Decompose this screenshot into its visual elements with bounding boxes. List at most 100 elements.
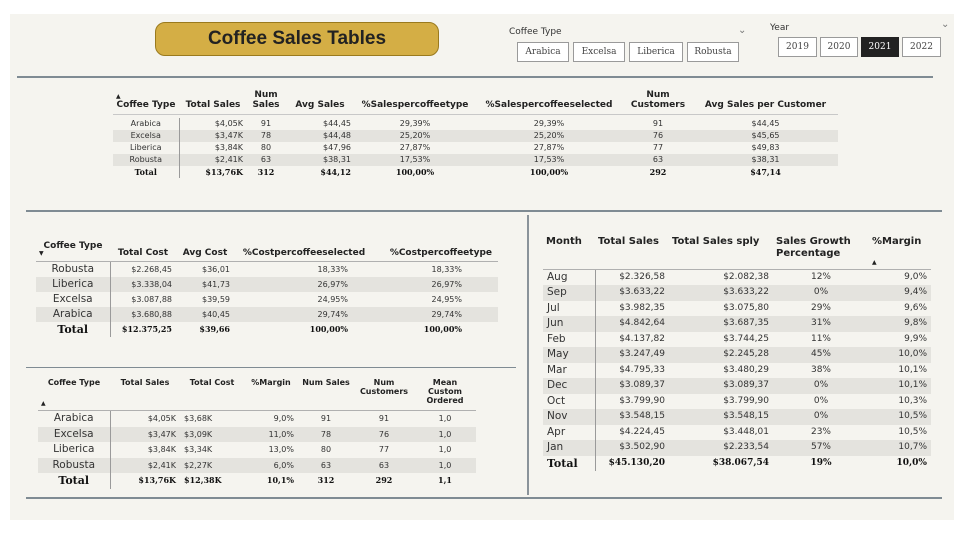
table-cell: 10,5% [869,409,931,425]
coffee-type-option-arabica[interactable]: Arabica [517,42,569,62]
table-row: Jan $3.502,90 $2.233,54 57% 10,7% [543,440,931,456]
table-cell: 10,7% [869,440,931,456]
column-header[interactable]: Sales Growth Percentage [773,234,869,270]
table-cell: $3.799,90 [723,395,769,406]
table-cell: 1,0 [414,426,476,443]
sort-ascending-icon[interactable]: ▲ [872,258,877,266]
table-cell: 1,0 [438,414,452,424]
table-cell: $3.338,04 [110,277,176,293]
table-cell: Jan [543,440,596,456]
table-cell: 10,1% [266,475,294,486]
column-header[interactable]: %Margin [244,376,298,412]
table-cell: 10,0% [869,347,931,363]
table-cell: Total [38,473,111,489]
column-header[interactable]: Total Sales [179,90,247,115]
sort-descending-icon[interactable]: ▼ [39,250,44,258]
table-row: May $3.247,49 $2.245,28 45% 10,0% [543,347,931,363]
table-cell: 29% [810,302,831,313]
table-cell: 312 [257,167,275,178]
coffee-type-option-robusta[interactable]: Robusta [687,42,739,62]
coffee-type-option-liberica[interactable]: Liberica [629,42,683,62]
column-header[interactable]: Total Sales sply [669,234,773,270]
table-cell: 29,74% [234,307,374,323]
coffee-type-chevron-icon[interactable]: ⌄ [738,25,747,36]
table-cell: $3.548,15 [669,409,773,425]
table-cell: $12.375,25 [121,324,172,335]
table-cell: $4,05K [214,119,243,129]
column-header[interactable]: Num Sales [298,376,354,412]
table-cell: $12,38K [184,475,222,486]
table-cell: Apr [543,424,596,440]
table-cell: $3,84K [147,445,176,455]
column-header[interactable]: Num Customers [623,90,693,115]
year-option-2021[interactable]: 2021 [861,37,899,57]
column-header[interactable]: %Salespercoffeeselected [475,90,623,115]
table-cell: $3.687,35 [669,316,773,332]
column-header[interactable]: %Margin ▲ [869,234,931,270]
table-cell: $44,45 [751,119,780,129]
table-cell: 27,87% [399,143,431,153]
table-cell: $4.795,33 [619,364,665,375]
column-header[interactable]: Coffee Type ▼ [36,241,110,263]
year-chevron-icon[interactable]: ⌄ [941,19,950,30]
table-cell: 27,87% [533,143,565,153]
table-cell: $3,34K [184,445,213,455]
table-cell: $38,31 [285,154,355,167]
table-cell: $44,45 [323,119,351,129]
column-header[interactable]: Num Sales [247,90,285,115]
monthly-sales-table: Month Total Sales Total Sales sply Sales… [543,234,931,471]
column-header[interactable]: %Costpercoffeeselected [234,241,374,263]
table-row: Liberica $3.338,04 $41,73 26,97% 26,97% [36,277,498,293]
column-header[interactable]: %Costpercoffeetype [374,241,498,263]
table-row: Nov $3.548,15 $3.548,15 0% 10,5% [543,409,931,425]
table-cell: Arabica [38,410,111,427]
table-cell: 292 [649,167,667,178]
year-option-2020[interactable]: 2020 [820,37,858,57]
table-cell: Oct [543,393,596,409]
column-header[interactable]: ▲ Coffee Type [113,90,179,115]
year-option-2019[interactable]: 2019 [778,37,817,57]
column-header[interactable]: Total Cost [180,376,244,412]
table-cell: $2.233,54 [669,440,773,456]
table-cell: 1,0 [438,445,452,455]
column-header[interactable]: Total Sales [595,234,669,270]
coffee-type-option-excelsa[interactable]: Excelsa [573,42,625,62]
sales-by-coffee-type-table: ▲ Coffee Type Total Sales Num Sales Avg S… [113,90,838,179]
table-cell: 13,0% [268,445,294,455]
year-option-2022[interactable]: 2022 [902,37,941,57]
table-cell: $3.982,35 [619,302,665,313]
table-cell: Excelsa [113,130,180,143]
table-cell: $3.633,22 [669,285,773,301]
coffee-type-slicer-label: Coffee Type [509,27,562,37]
table-cell: 91 [652,119,664,129]
column-header[interactable]: Month [543,234,595,270]
table-row: Liberica $3,84K 80 $47,96 27,87% 27,87% 77 $49,… [113,142,838,155]
table-row: Arabica $4,05K $3,68K 9,0% 91 91 1,0 [38,410,476,427]
table-cell: 91 [378,414,390,424]
table-cell: $4.842,64 [595,316,669,332]
table-cell: $3.799,90 [619,395,665,406]
column-header[interactable]: Avg Sales per Customer [693,90,838,115]
column-header[interactable]: Mean Custom Ordered [414,376,476,412]
column-header[interactable]: Num Customers [354,376,414,412]
table-cell: Jul [543,300,596,316]
table-cell: $49,83 [751,143,780,153]
table-cell: 91 [320,414,332,424]
table-cell: $4,05K [147,414,176,424]
column-header[interactable]: %Salespercoffeetype [355,90,475,115]
column-header[interactable]: Total Sales [110,376,180,412]
column-header[interactable]: Coffee Type ▲ [38,376,110,412]
table-cell: $3.480,29 [723,364,769,375]
column-header[interactable]: Total Cost [110,241,176,263]
sort-ascending-icon[interactable]: ▲ [116,93,121,101]
table-cell: 77 [378,445,390,455]
table-cell: 0% [773,285,869,301]
table-row: Mar $4.795,33 $3.480,29 38% 10,1% [543,362,931,378]
table-cell: 1,1 [438,475,452,486]
table-cell: 100,00% [395,167,435,178]
table-cell: $2.268,45 [131,265,172,275]
table-cell: 0% [773,409,869,425]
column-header[interactable]: Avg Sales [285,90,355,115]
column-header[interactable]: Avg Cost [176,241,234,263]
sort-ascending-icon[interactable]: ▲ [41,400,46,408]
